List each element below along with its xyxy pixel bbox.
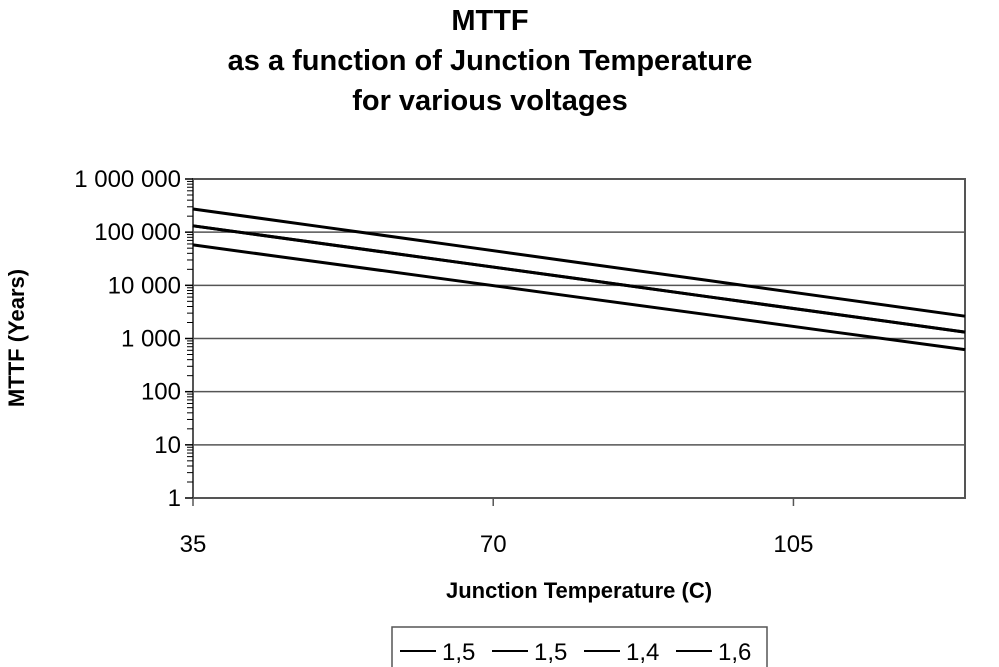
y-tick-label: 100 000 xyxy=(94,219,181,246)
legend: 1,5 1,5 1,4 1,6 xyxy=(391,626,768,667)
y-tick-label: 10 xyxy=(154,432,181,459)
x-tick-label: 105 xyxy=(773,531,813,558)
y-tick-label: 10 000 xyxy=(108,272,181,299)
chart-title-line-3: for various voltages xyxy=(352,85,628,117)
series-line-1-5-1 xyxy=(192,224,966,334)
y-tick-label: 1 000 000 xyxy=(74,166,181,193)
legend-label: 1,5 xyxy=(534,639,567,666)
y-tick-label: 100 xyxy=(141,379,181,406)
series-line-1-6-3 xyxy=(192,243,966,352)
series-line-1-4-2 xyxy=(192,207,966,318)
legend-label: 1,5 xyxy=(442,639,475,666)
legend-label: 1,4 xyxy=(626,639,659,666)
x-tick-label: 35 xyxy=(180,531,207,558)
legend-label: 1,6 xyxy=(718,639,751,666)
x-axis-title: Junction Temperature (C) xyxy=(446,578,712,603)
chart-title-line-1: MTTF xyxy=(451,5,528,37)
legend-box xyxy=(391,626,768,667)
chart-title-line-2: as a function of Junction Temperature xyxy=(228,45,753,77)
y-axis-title: MTTF (Years) xyxy=(4,269,29,407)
y-tick-label: 1 000 xyxy=(121,326,181,353)
x-tick-label: 70 xyxy=(480,531,507,558)
y-tick-label: 1 xyxy=(168,485,181,512)
